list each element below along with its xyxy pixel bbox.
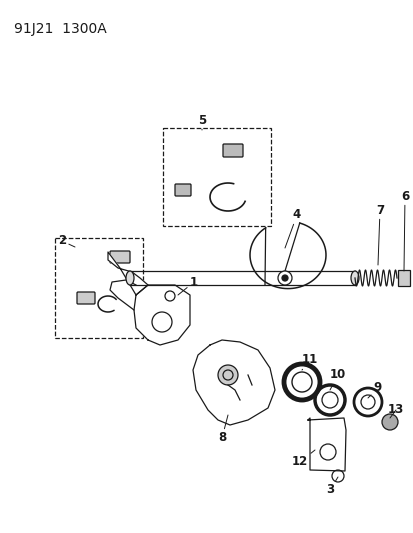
Text: 7: 7 xyxy=(375,204,383,265)
Polygon shape xyxy=(134,285,190,345)
Text: 5: 5 xyxy=(197,114,206,130)
Text: 3: 3 xyxy=(325,477,337,497)
Bar xyxy=(163,128,271,226)
Text: 10: 10 xyxy=(329,368,345,390)
Circle shape xyxy=(218,365,237,385)
FancyBboxPatch shape xyxy=(175,184,190,196)
Bar xyxy=(55,238,142,338)
Polygon shape xyxy=(307,418,345,471)
Text: 11: 11 xyxy=(301,353,317,370)
FancyBboxPatch shape xyxy=(223,144,242,157)
Text: 4: 4 xyxy=(284,208,300,248)
Polygon shape xyxy=(108,252,147,295)
Circle shape xyxy=(277,271,291,285)
FancyBboxPatch shape xyxy=(110,251,130,263)
Circle shape xyxy=(381,414,397,430)
Ellipse shape xyxy=(126,271,134,285)
Polygon shape xyxy=(192,340,274,425)
Text: 2: 2 xyxy=(58,235,75,247)
Text: 1: 1 xyxy=(178,276,197,295)
Circle shape xyxy=(281,275,287,281)
Text: 8: 8 xyxy=(217,415,228,445)
Ellipse shape xyxy=(350,271,358,285)
Text: 12: 12 xyxy=(291,450,314,469)
Text: 91J21  1300A: 91J21 1300A xyxy=(14,22,107,36)
FancyBboxPatch shape xyxy=(77,292,95,304)
Bar xyxy=(397,270,409,286)
Text: 13: 13 xyxy=(387,403,403,418)
Text: 6: 6 xyxy=(400,190,408,271)
Text: 9: 9 xyxy=(367,382,381,398)
